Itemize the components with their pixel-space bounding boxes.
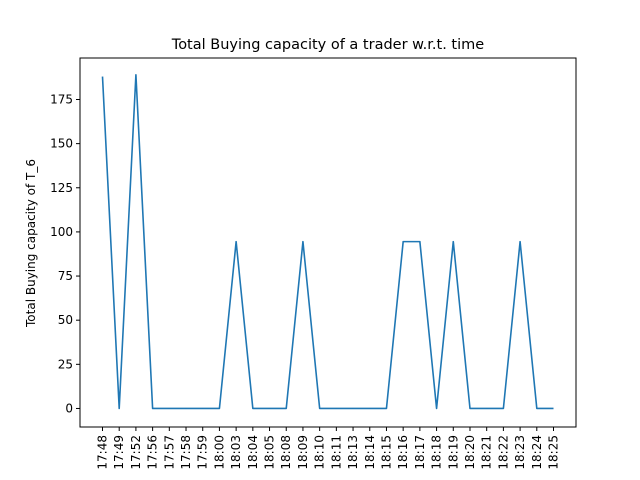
data-point — [386, 408, 388, 410]
x-tick-label: 18:18 — [430, 435, 444, 470]
x-tick-label: 18:23 — [513, 435, 527, 470]
data-point — [269, 408, 271, 410]
data-point — [336, 408, 338, 410]
data-point — [235, 241, 237, 243]
y-tick-label: 0 — [65, 401, 73, 415]
x-tick-label: 18:11 — [329, 435, 343, 470]
chart-title: Total Buying capacity of a trader w.r.t.… — [171, 37, 484, 53]
data-point — [503, 408, 505, 410]
x-tick-label: 18:21 — [480, 435, 494, 470]
x-tick-label: 17:48 — [96, 435, 110, 470]
x-tick-label: 18:03 — [229, 435, 243, 470]
data-point — [369, 408, 371, 410]
x-tick-label: 17:49 — [112, 435, 126, 470]
x-tick-label: 17:56 — [146, 435, 160, 470]
data-point — [118, 408, 120, 410]
data-point — [452, 241, 454, 243]
data-point — [135, 74, 137, 76]
plot-area-frame — [79, 57, 577, 428]
data-point — [536, 408, 538, 410]
x-tick-label: 18:25 — [547, 435, 561, 470]
x-axis-ticks: 17:48 17:49 17:52 17:56 17:57 17:58 17:59 18:00… — [96, 427, 561, 470]
data-point — [469, 408, 471, 410]
data-point — [319, 408, 321, 410]
x-tick-label: 18:05 — [263, 435, 277, 470]
data-point — [352, 408, 354, 410]
x-tick-label: 17:57 — [162, 435, 176, 470]
x-tick-label: 18:13 — [346, 435, 360, 470]
data-point — [553, 408, 555, 410]
data-point — [402, 241, 404, 243]
x-tick-label: 17:59 — [196, 435, 210, 470]
x-tick-label: 18:08 — [279, 435, 293, 470]
x-tick-label: 18:04 — [246, 435, 260, 470]
data-point — [436, 408, 438, 410]
x-tick-label: 18:22 — [496, 435, 510, 470]
data-point — [185, 408, 187, 410]
y-tick-label: 175 — [50, 92, 73, 106]
data-point — [252, 408, 254, 410]
y-tick-label: 25 — [58, 357, 73, 371]
y-tick-label: 125 — [50, 181, 73, 195]
y-tick-label: 50 — [58, 313, 73, 327]
data-point — [102, 76, 104, 78]
y-tick-label: 100 — [50, 225, 73, 239]
x-tick-label: 18:16 — [396, 435, 410, 470]
x-tick-label: 18:19 — [446, 435, 460, 470]
data-point — [169, 408, 171, 410]
data-point — [285, 408, 287, 410]
data-point — [152, 408, 154, 410]
x-tick-label: 18:14 — [363, 435, 377, 470]
data-point — [486, 408, 488, 410]
x-tick-label: 18:17 — [413, 435, 427, 470]
y-tick-label: 150 — [50, 137, 73, 151]
x-tick-label: 18:00 — [212, 435, 226, 470]
series-layer — [101, 73, 555, 410]
x-tick-label: 18:20 — [463, 435, 477, 470]
y-tick-label: 75 — [58, 269, 73, 283]
data-point — [302, 241, 304, 243]
data-point — [202, 408, 204, 410]
data-point — [419, 241, 421, 243]
data-point — [219, 408, 221, 410]
x-tick-label: 17:58 — [179, 435, 193, 470]
x-tick-label: 18:09 — [296, 435, 310, 470]
series-line-0 — [101, 73, 554, 410]
y-axis-label: Total Buying capacity of T_6 — [24, 159, 38, 328]
x-tick-label: 18:15 — [379, 435, 393, 470]
x-tick-label: 17:52 — [129, 435, 143, 470]
data-point — [519, 241, 521, 243]
x-tick-label: 18:10 — [313, 435, 327, 470]
x-tick-label: 18:24 — [530, 435, 544, 470]
y-axis-ticks: 0 25 50 75 100 125 150 175 — [50, 92, 80, 415]
